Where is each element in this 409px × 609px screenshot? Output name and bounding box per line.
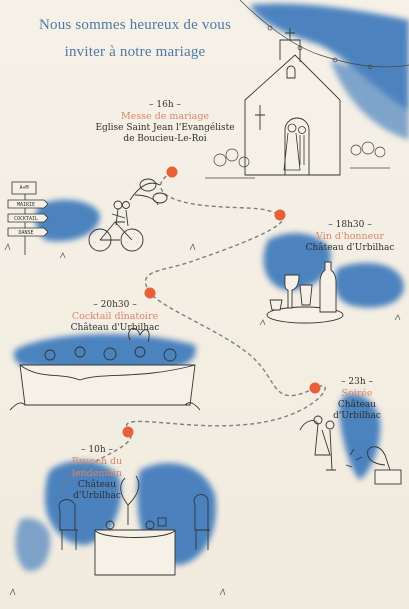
string-lights-icon <box>239 0 409 70</box>
event-name-line-1: Brunch du <box>71 456 123 468</box>
signpost-arrow-3: DANSE <box>18 230 34 236</box>
event-name: Cocktail dînatoire <box>71 311 159 323</box>
title-line-2: inviter à notre mariage <box>64 43 206 60</box>
signpost-icon <box>7 181 49 255</box>
event-place-line-1: Château d'Urbilhac <box>70 323 160 334</box>
cocktail-table-icon <box>9 327 201 411</box>
dot-10h <box>122 426 134 438</box>
event-time: – 10h – <box>81 445 113 455</box>
event-time: – 16h – <box>149 100 181 110</box>
invitation-title: Nous sommes heureux de vous inviter à no… <box>20 16 250 62</box>
event-place-line-1: Château d'Urbilhac <box>305 243 395 254</box>
event-messe: – 16h – Messe de mariage Eglise Saint Je… <box>90 100 240 146</box>
signpost-arrow-2: COCKTAIL <box>13 216 39 222</box>
gramophone-icon <box>345 446 402 485</box>
brunch-table-icon <box>94 475 176 576</box>
event-vin-honneur: – 18h30 – Vin d'honneur Château d'Urbilh… <box>300 220 400 254</box>
event-name: Soirée <box>341 388 373 400</box>
event-place-line-1: Château <box>337 400 377 411</box>
event-place-line-1: Château <box>77 480 117 490</box>
event-brunch: – 10h – Brunch du lendemain Château d'Ur… <box>62 445 132 503</box>
event-dots <box>122 166 321 438</box>
chairs-icon <box>58 494 210 550</box>
flower-bushes-icon <box>205 141 390 179</box>
route-path <box>59 171 326 491</box>
title-line-1: Nous sommes heureux de vous <box>38 17 232 33</box>
wine-tray-icon <box>266 261 344 324</box>
dot-18h30 <box>274 209 286 221</box>
event-place-line-2: d'Urbilhac <box>73 491 121 502</box>
bicycle-couple-icon <box>88 178 168 252</box>
event-time: – 18h30 – <box>328 220 372 230</box>
event-cocktail: – 20h30 – Cocktail dînatoire Château d'U… <box>50 300 180 334</box>
event-name: Messe de mariage <box>120 111 210 123</box>
event-time: – 20h30 – <box>93 300 137 310</box>
event-place-line-2: de Boucieu-Le-Roi <box>123 134 207 145</box>
dot-16h <box>166 166 178 178</box>
event-name: Vin d'honneur <box>316 231 384 243</box>
dancing-couple-icon <box>299 415 336 471</box>
dot-20h30 <box>144 287 156 299</box>
event-time: – 23h – <box>341 377 373 387</box>
couple-at-church-icon <box>283 123 306 171</box>
event-place-line-1: Eglise Saint Jean l'Evangéliste <box>95 123 235 134</box>
signpost-initials: A+M <box>19 185 29 191</box>
grass-tufts-icon <box>4 243 401 596</box>
event-place-line-2: d'Urbilhac <box>333 411 381 422</box>
event-soiree: – 23h – Soirée Château d'Urbilhac <box>322 377 392 423</box>
event-name-line-2: lendemain <box>71 468 123 480</box>
church-icon <box>244 28 341 176</box>
signpost-arrow-1: MAIRIE <box>16 202 36 208</box>
dot-23h <box>309 382 321 394</box>
